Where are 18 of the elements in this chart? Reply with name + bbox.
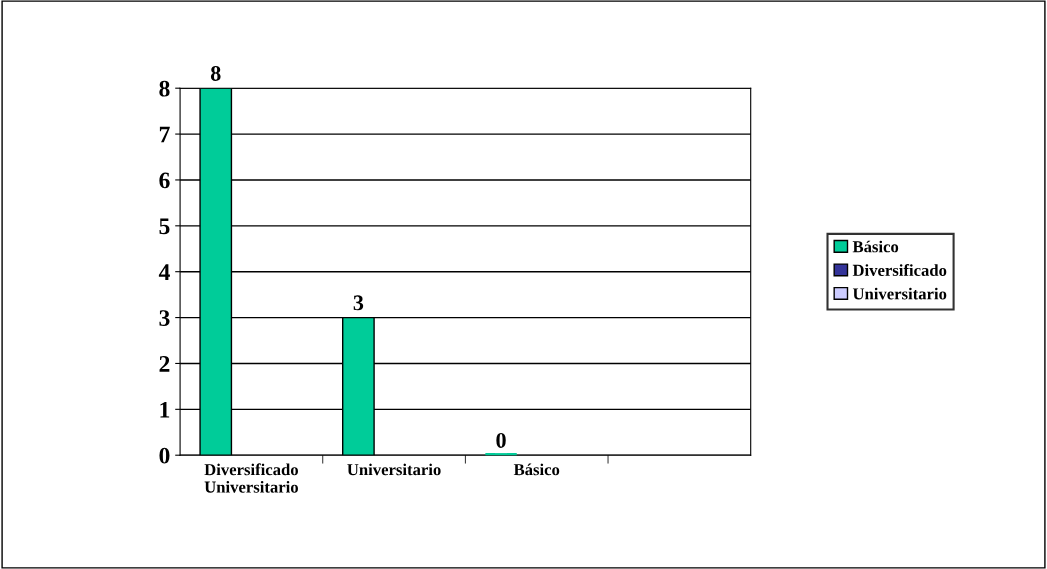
legend-label: Básico [852, 240, 899, 253]
x-tick-label: Universitario [347, 463, 441, 476]
y-tick-label: 1 [160, 401, 170, 418]
y-tick-label: 4 [158, 264, 170, 280]
x-tick-label: Diversificado Universitario [204, 463, 298, 493]
data-label: 0 [496, 432, 506, 448]
legend-label: Universitario [852, 287, 947, 300]
x-tick-label: Básico [513, 463, 560, 476]
data-label: 3 [353, 295, 364, 311]
y-tick-label: 2 [159, 356, 170, 372]
y-tick-label: 8 [159, 80, 170, 97]
y-tick-label: 5 [159, 218, 170, 235]
y-tick-label: 3 [159, 310, 170, 326]
y-tick-label: 0 [159, 447, 170, 464]
y-tick-label: 6 [159, 172, 170, 189]
legend-label: Diversificado [852, 264, 947, 276]
y-tick-label: 7 [159, 126, 170, 143]
data-label: 8 [210, 65, 221, 81]
